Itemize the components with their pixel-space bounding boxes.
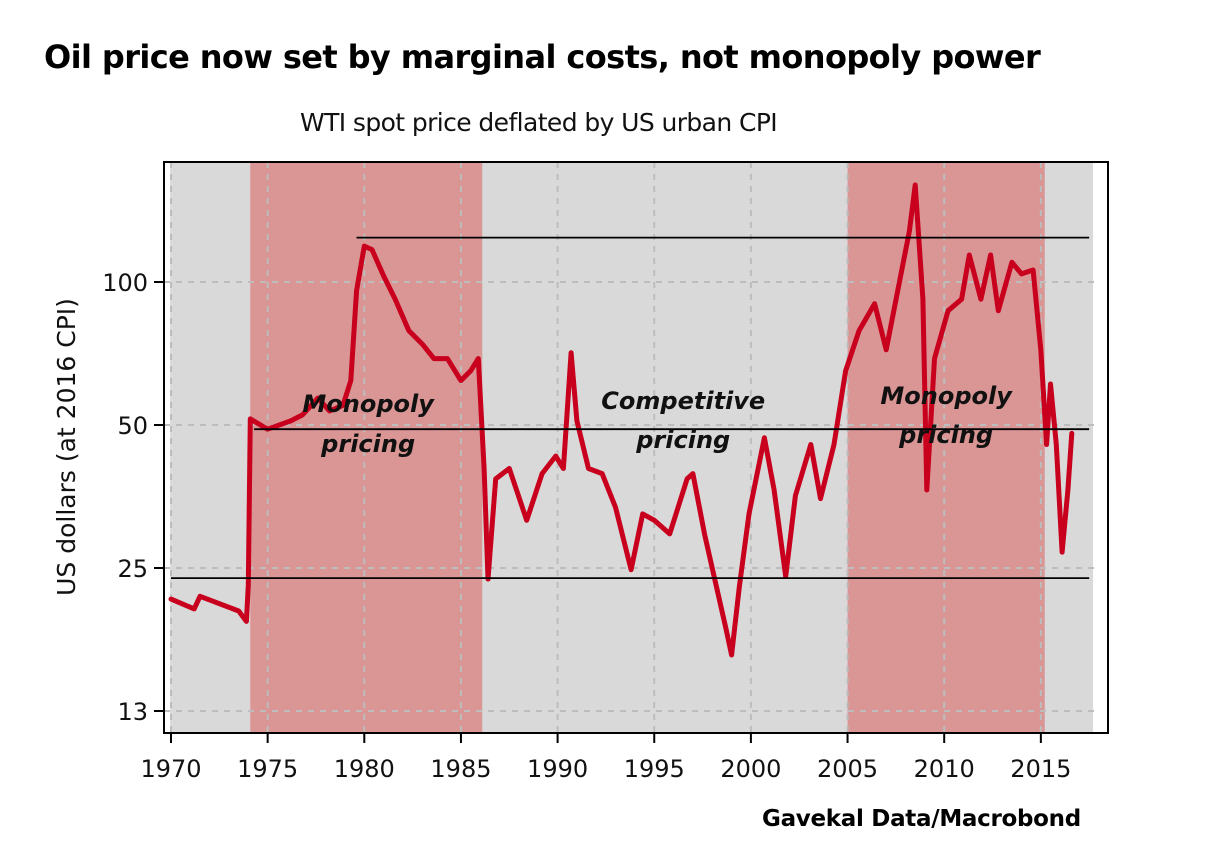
x-tick-label: 1980: [334, 755, 395, 783]
regime-band-2: [847, 162, 1045, 733]
y-tick-label: 50: [117, 412, 148, 440]
annotation-3-line-2: pricing: [898, 421, 993, 449]
x-tick-label: 1995: [624, 755, 685, 783]
x-tick-label: 2000: [720, 755, 781, 783]
x-tick-label: 1970: [140, 755, 201, 783]
x-tick-label: 1975: [237, 755, 298, 783]
y-tick-label: 25: [117, 555, 148, 583]
plot-border: [163, 161, 1109, 734]
regime-bands: [250, 162, 1045, 733]
x-tick-label: 2005: [817, 755, 878, 783]
x-tick-label: 2015: [1010, 755, 1071, 783]
regime-band-1: [250, 162, 483, 733]
series-layer: [168, 182, 1075, 658]
series-line-wti: [168, 182, 1075, 658]
axes: 1970 1975 1980 1985 1990 1995 2000 2005 2010 2015…: [102, 161, 1109, 783]
chart-subtitle: WTI spot price deflated by US urban CPI: [300, 108, 778, 137]
x-tick-label: 2010: [914, 755, 975, 783]
x-tick-label: 1985: [430, 755, 491, 783]
annotation-2-line-1: Competitive: [601, 387, 765, 415]
annotations: Monopoly pricing Competitive pricing Monopol…: [302, 382, 1013, 458]
x-tick-label: 1990: [527, 755, 588, 783]
annotation-3-line-1: Monopoly: [880, 382, 1013, 410]
annotation-1-line-2: pricing: [320, 430, 415, 458]
chart-title: Oil price now set by marginal costs, not…: [44, 38, 1041, 76]
y-axis-label: US dollars (at 2016 CPI): [52, 298, 81, 596]
y-tick-label: 100: [102, 269, 148, 297]
annotation-2-line-2: pricing: [635, 426, 730, 454]
reference-lines: [171, 236, 1090, 580]
annotation-1-line-1: Monopoly: [302, 390, 435, 418]
source-note: Gavekal Data/Macrobond: [762, 806, 1081, 832]
y-tick-label: 13: [117, 698, 148, 726]
